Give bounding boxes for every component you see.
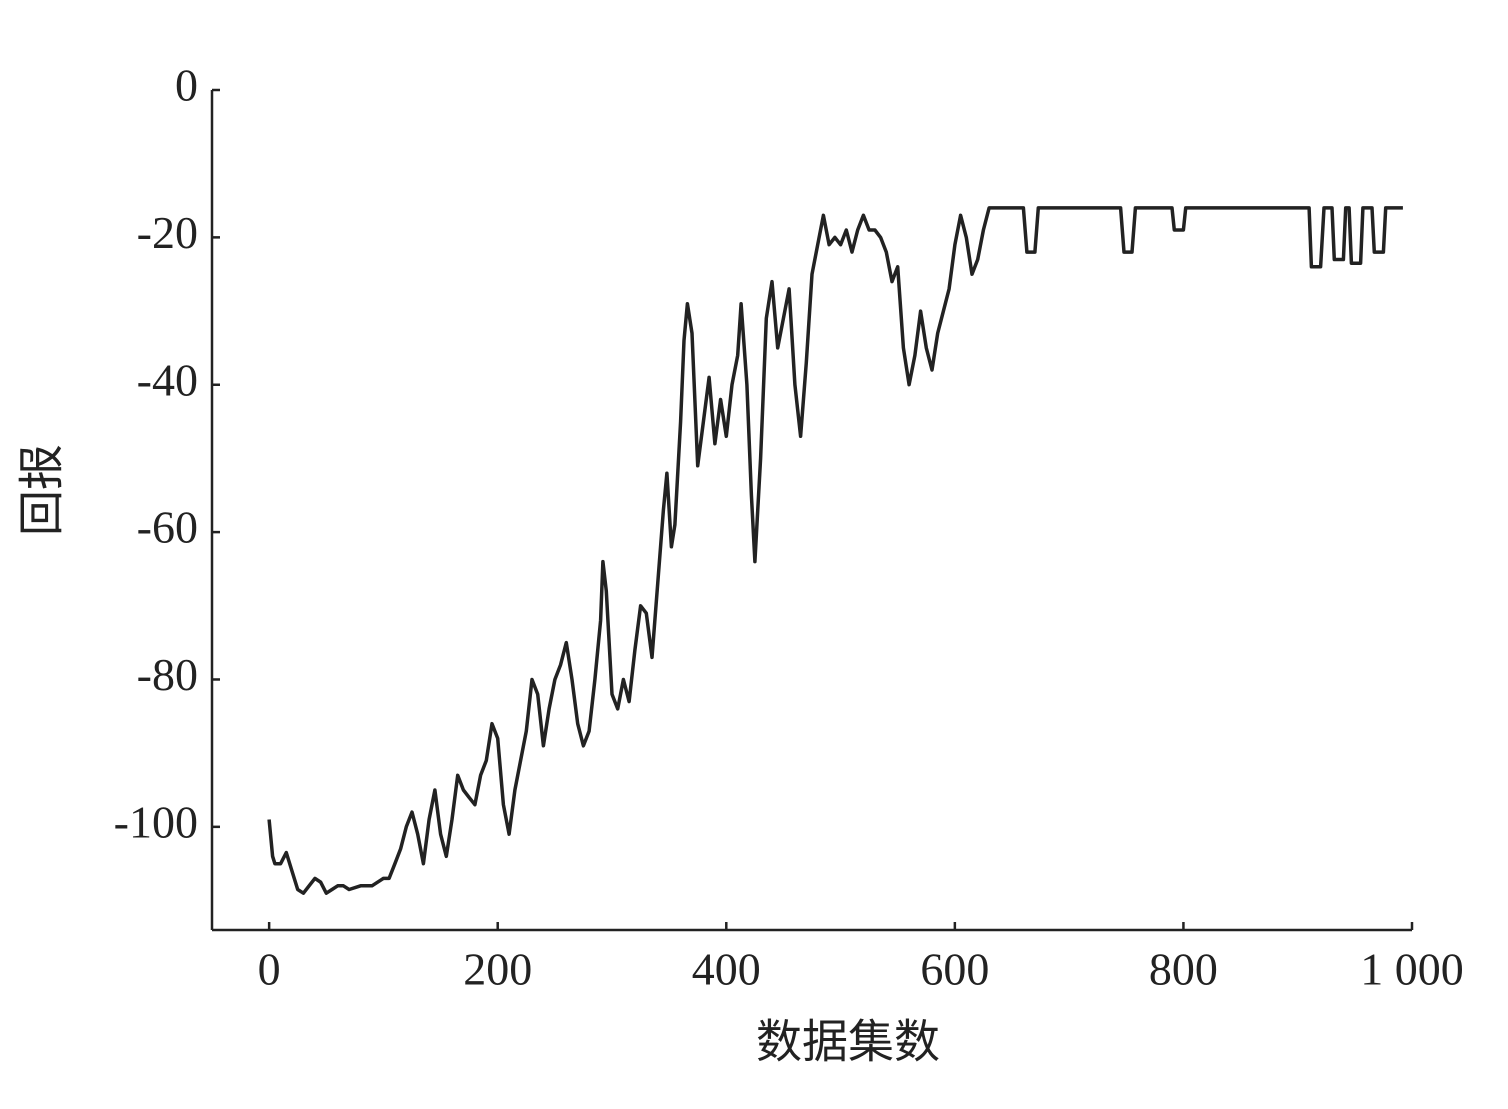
y-tick-label: -80	[137, 649, 198, 700]
y-tick-label: 0	[175, 60, 198, 111]
y-tick-label: -40	[137, 354, 198, 405]
y-tick-label: -60	[137, 502, 198, 553]
y-tick-label: -100	[114, 796, 198, 847]
x-tick-label: 400	[692, 944, 761, 995]
x-tick-label: 800	[1149, 944, 1218, 995]
y-tick-label: -20	[137, 207, 198, 258]
x-tick-label: 600	[920, 944, 989, 995]
x-axis-title: 数据集数	[756, 1015, 940, 1069]
x-tick-label: 1 000	[1360, 944, 1464, 995]
x-tick-label: 0	[258, 944, 281, 995]
line	[267, 206, 1403, 895]
x-tick-label: 200	[463, 944, 532, 995]
y-axis-title: 回报	[15, 444, 69, 536]
